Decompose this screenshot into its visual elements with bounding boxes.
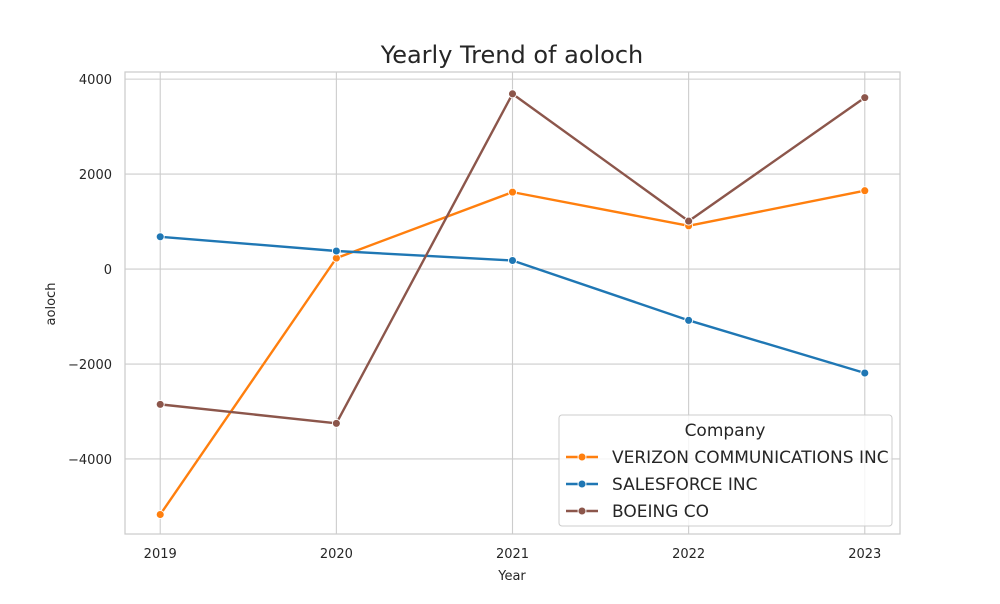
data-point: [508, 256, 517, 265]
data-point: [331, 246, 341, 256]
legend-item: BOEING CO: [566, 502, 709, 522]
legend-swatch-marker: [577, 479, 587, 489]
data-point: [684, 315, 694, 325]
chart-title: Yearly Trend of aoloch: [380, 41, 644, 69]
y-tick-label: 4000: [79, 73, 112, 88]
x-tick-label: 2020: [320, 547, 353, 562]
tick-labels: 2019 2020 2021 2022 2023 4000 2000 0 −2000 −4000: [68, 73, 881, 562]
legend-box: [558, 414, 893, 527]
x-axis-label: Year: [497, 569, 526, 584]
data-point: [860, 368, 870, 378]
x-tick-label: 2021: [496, 547, 529, 562]
data-point: [860, 93, 870, 103]
legend-label: SALESFORCE INC: [612, 475, 757, 495]
data-point: [331, 418, 341, 428]
y-axis-label: aoloch: [44, 283, 59, 326]
y-tick-label: 0: [104, 263, 112, 278]
legend: Company VERIZON COMMUNICATIONS INC SALESF…: [558, 414, 893, 527]
x-tick-label: 2023: [848, 547, 881, 562]
data-point: [684, 216, 694, 226]
legend-item: VERIZON COMMUNICATIONS INC: [566, 448, 889, 468]
x-tick-label: 2022: [672, 547, 705, 562]
data-point: [155, 510, 165, 519]
plot-frame: [124, 71, 901, 535]
data-point: [155, 232, 165, 242]
legend-swatch-marker: [577, 452, 587, 462]
series-group: [155, 232, 870, 378]
legend-swatch-marker: [577, 506, 587, 516]
data-point: [155, 399, 165, 409]
series-group: [155, 186, 870, 519]
legend-title: Company: [685, 421, 766, 441]
x-tick-label: 2019: [144, 547, 177, 562]
y-tick-label: −2000: [68, 358, 112, 373]
legend-label: VERIZON COMMUNICATIONS INC: [612, 448, 889, 468]
y-tick-label: −4000: [68, 453, 112, 468]
y-tick-label: 2000: [79, 168, 112, 183]
legend-items: VERIZON COMMUNICATIONS INC SALESFORCE INC…: [566, 448, 889, 522]
legend-label: BOEING CO: [612, 502, 709, 522]
data-point: [508, 187, 517, 197]
series-group: [155, 89, 870, 428]
data-point: [508, 89, 517, 99]
data-point: [860, 186, 870, 196]
series-lines: [155, 89, 870, 519]
legend-item: SALESFORCE INC: [566, 475, 757, 495]
